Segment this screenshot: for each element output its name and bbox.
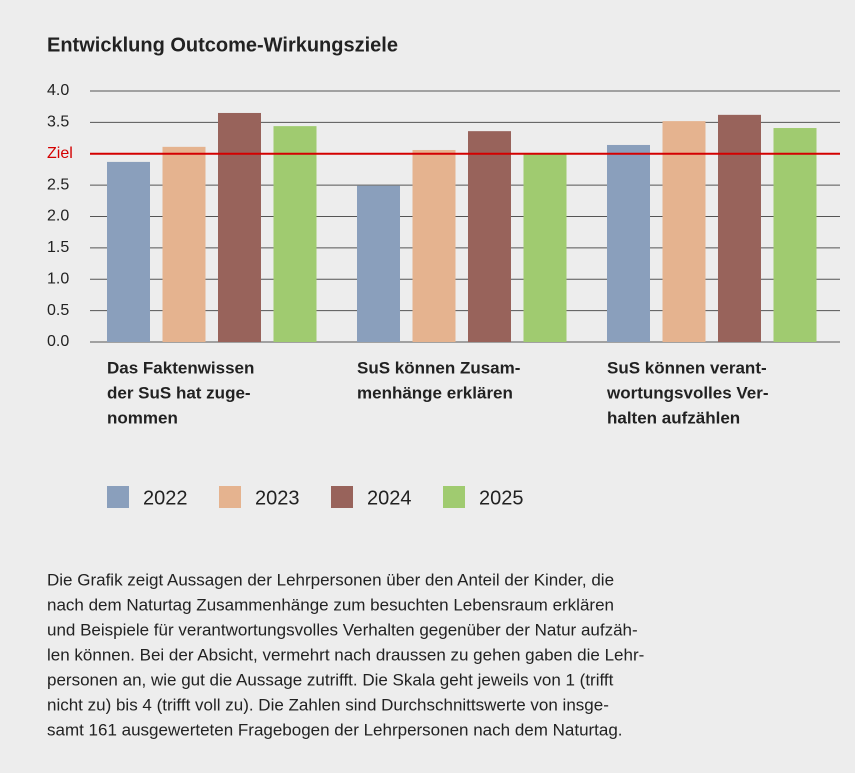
x-tick-label: SuS können verant- [607, 358, 767, 377]
y-tick-label: 1.0 [47, 270, 69, 287]
bar [718, 114, 761, 342]
legend-label: 2024 [367, 487, 412, 509]
y-tick-label: 2.5 [47, 176, 69, 193]
legend-swatch [331, 486, 353, 508]
legend-swatch [219, 486, 241, 508]
x-tick-label: nommen [107, 408, 178, 427]
caption-line: samt 161 ausgewerteten Fragebogen der Le… [47, 720, 623, 739]
bar [273, 126, 317, 342]
x-tick-label: Das Faktenwissen [107, 358, 254, 377]
y-tick-label: 3.5 [47, 114, 69, 131]
legend-label: 2022 [143, 487, 188, 509]
caption-line: personen an, wie gut die Aussage zutriff… [47, 670, 614, 689]
x-tick-label: halten aufzählen [607, 408, 740, 427]
bar [218, 112, 261, 343]
caption-line: und Beispiele für verantwortungsvolles V… [47, 620, 638, 639]
y-tick-label: 2.0 [47, 208, 69, 225]
bar [607, 144, 650, 342]
caption-line: nicht zu) bis 4 (trifft voll zu). Die Za… [47, 695, 609, 714]
bar [468, 131, 511, 342]
chart-title: Entwicklung Outcome-Wirkungsziele [47, 34, 398, 56]
bar [662, 121, 706, 343]
bar [107, 161, 150, 342]
y-tick-label: 0.5 [47, 302, 69, 319]
caption-line: len können. Bei der Absicht, vermehrt na… [47, 645, 644, 664]
bar [357, 185, 400, 342]
caption-line: Die Grafik zeigt Aussagen der Lehrperson… [47, 570, 614, 589]
x-tick-label: wortungsvolles Ver- [606, 383, 769, 402]
bar [162, 146, 206, 342]
bar [412, 149, 456, 342]
x-tick-label: SuS können Zusam- [357, 358, 520, 377]
legend-label: 2023 [255, 487, 300, 509]
y-tick-label: 4.0 [47, 82, 69, 99]
bar [773, 128, 817, 342]
x-tick-label: der SuS hat zuge- [107, 383, 251, 402]
legend-swatch [107, 486, 129, 508]
legend-swatch [443, 486, 465, 508]
caption-line: nach dem Naturtag Zusammenhänge zum besu… [47, 595, 614, 614]
x-tick-label: menhänge erklären [357, 383, 513, 402]
bar [523, 153, 567, 342]
y-tick-label: Ziel [47, 145, 73, 162]
y-tick-label: 0.0 [47, 333, 69, 350]
legend-label: 2025 [479, 487, 524, 509]
y-tick-label: 1.5 [47, 239, 69, 256]
